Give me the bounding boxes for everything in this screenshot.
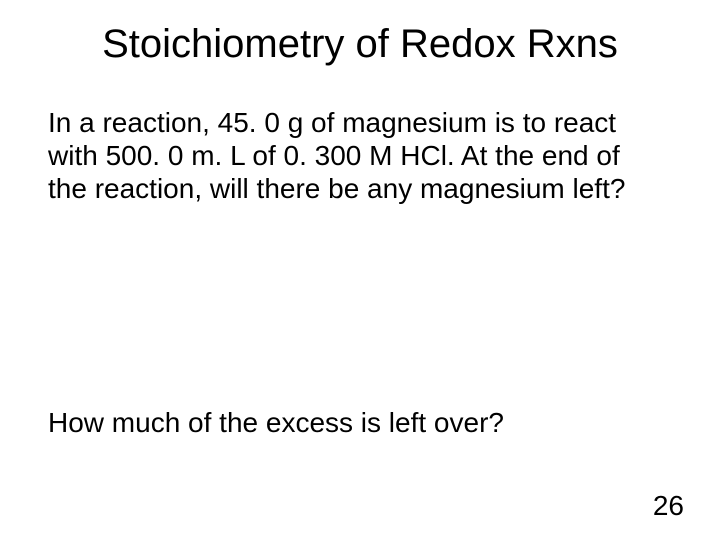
slide-title: Stoichiometry of Redox Rxns xyxy=(0,22,720,67)
problem-statement: In a reaction, 45. 0 g of magnesium is t… xyxy=(48,106,660,205)
page-number: 26 xyxy=(653,490,684,522)
followup-question: How much of the excess is left over? xyxy=(48,406,660,439)
slide: Stoichiometry of Redox Rxns In a reactio… xyxy=(0,0,720,540)
